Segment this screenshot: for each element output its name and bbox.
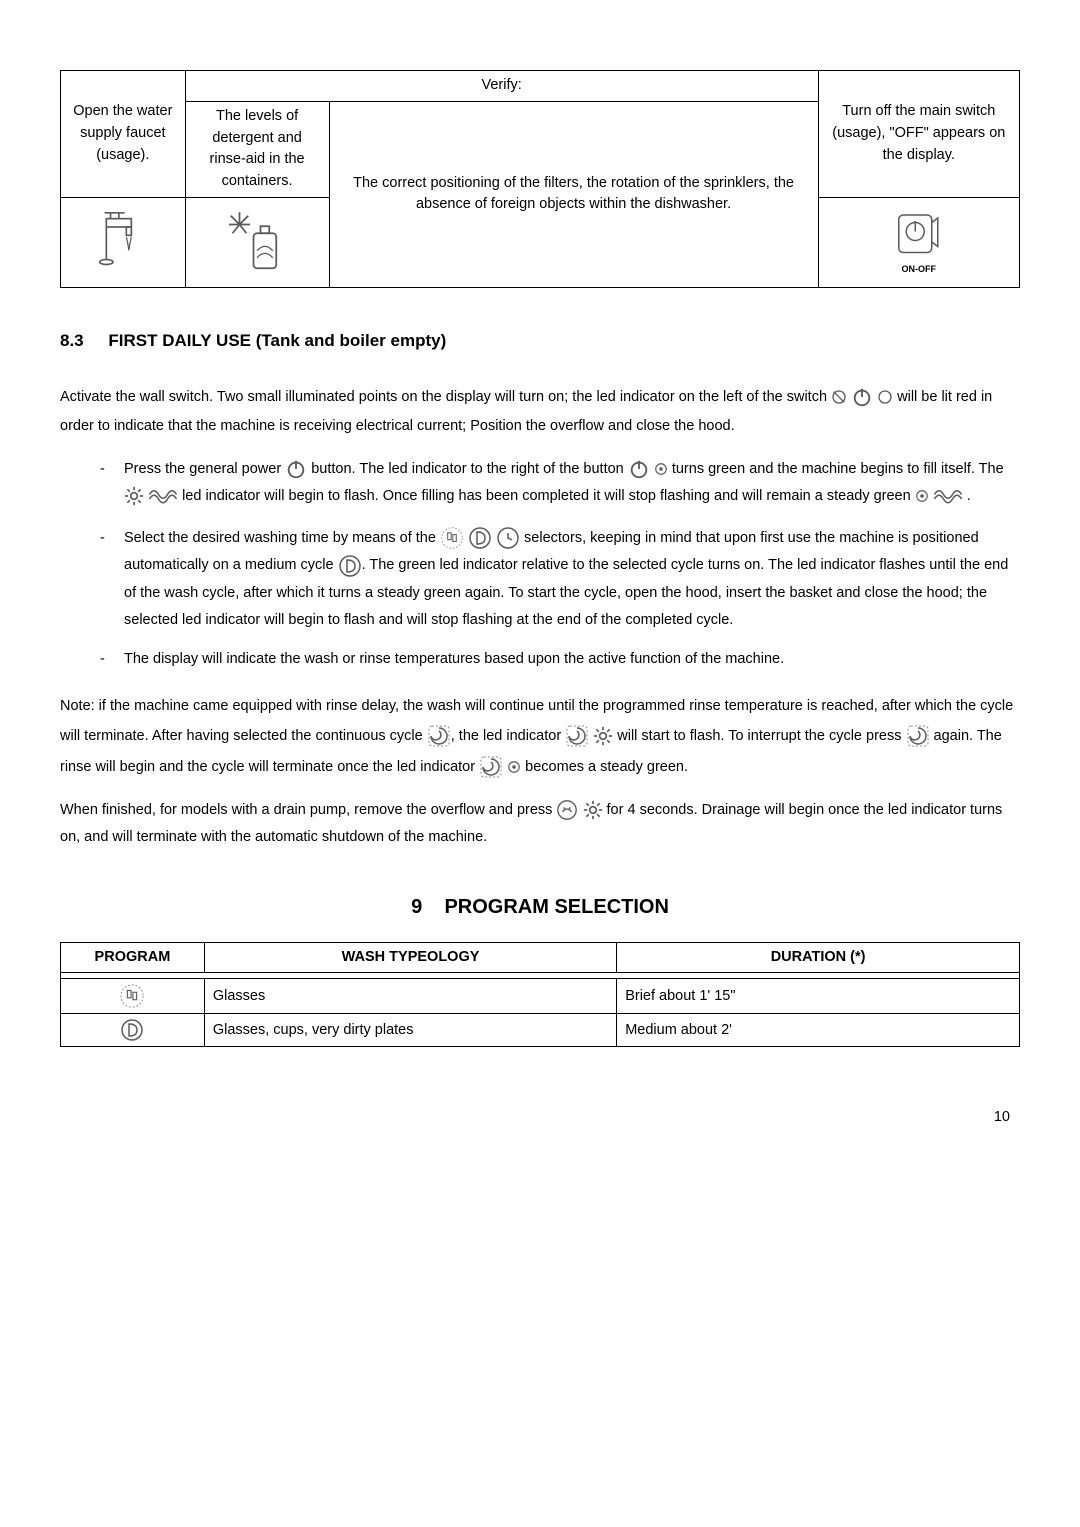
power-icon	[285, 458, 307, 480]
cell-prog-glasses-icon	[61, 979, 205, 1014]
bullet-list: Press the general power button. The led …	[60, 456, 1020, 671]
cell-onoff-icon: ON-OFF	[818, 197, 1019, 287]
bullet-2: Select the desired washing time by means…	[100, 525, 1020, 635]
b1c: turns green and the machine begins to fi…	[672, 461, 1004, 477]
section-number: 8.3	[60, 328, 84, 354]
note-e: becomes a steady green.	[525, 759, 688, 775]
power-icon	[851, 386, 873, 408]
cell-duration-brief: Brief about 1' 15"	[617, 979, 1020, 1014]
cell-open-faucet: Open the water supply faucet (usage).	[61, 71, 186, 198]
cell-levels: The levels of detergent and rinse-aid in…	[185, 101, 329, 197]
cell-correct-pos: The correct positioning of the filters, …	[329, 101, 818, 287]
b1d: led indicator will begin to flash. Once …	[182, 488, 915, 504]
para2a: When finished, for models with a drain p…	[60, 802, 556, 818]
sun-icon	[124, 486, 144, 506]
bullet-1: Press the general power button. The led …	[100, 456, 1020, 511]
page-number: 10	[60, 1107, 1020, 1129]
power-icon	[628, 458, 650, 480]
cycle-d-icon	[120, 1018, 144, 1042]
cell-bottle-icon	[185, 197, 329, 287]
note-para: Note: if the machine came equipped with …	[60, 691, 1020, 782]
led-off-icon	[831, 389, 847, 405]
wave-icon	[933, 488, 963, 504]
bullet-3: The display will indicate the wash or ri…	[100, 649, 1020, 671]
on-off-switch-icon	[889, 209, 949, 269]
th-program: PROGRAM	[61, 942, 205, 973]
table-program: PROGRAM WASH TYPEOLOGY DURATION (*) Glas…	[60, 942, 1020, 1048]
b2a: Select the desired washing time by means…	[124, 530, 440, 546]
cell-verify-header: Verify:	[185, 71, 818, 102]
para1a: Activate the wall switch. Two small illu…	[60, 389, 831, 405]
led-empty-icon	[877, 389, 893, 405]
chapter-title-text: PROGRAM SELECTION	[444, 896, 668, 918]
drain-icon	[556, 799, 578, 821]
swirl-icon	[906, 724, 930, 748]
swirl-icon	[427, 724, 451, 748]
cycle-d-icon	[468, 526, 492, 550]
sun-icon	[593, 726, 613, 746]
glasses-icon	[119, 983, 145, 1009]
cycle-clock-icon	[496, 526, 520, 550]
para-finished: When finished, for models with a drain p…	[60, 797, 1020, 852]
th-duration: DURATION (*)	[617, 942, 1020, 973]
onoff-label: ON-OFF	[827, 263, 1011, 277]
b3: The display will indicate the wash or ri…	[124, 651, 784, 667]
led-dot-icon	[915, 489, 929, 503]
wave-icon	[148, 488, 178, 504]
table-verify: Open the water supply faucet (usage). Ve…	[60, 70, 1020, 288]
faucet-icon	[98, 207, 148, 277]
note-c: will start to flash. To interrupt the cy…	[617, 728, 905, 744]
cell-wash-dirty: Glasses, cups, very dirty plates	[204, 1014, 616, 1047]
cycle-d-icon	[338, 554, 362, 578]
para-activate: Activate the wall switch. Two small illu…	[60, 383, 1020, 441]
section-title-text: FIRST DAILY USE (Tank and boiler empty)	[108, 331, 446, 350]
b1b: button. The led indicator to the right o…	[311, 461, 628, 477]
note-b: , the led indicator	[451, 728, 565, 744]
sun-icon	[583, 800, 603, 820]
glasses-icon	[440, 526, 464, 550]
swirl-icon	[479, 755, 503, 779]
section-8-3-heading: 8.3 FIRST DAILY USE (Tank and boiler emp…	[60, 328, 1020, 354]
b1e: .	[967, 488, 971, 504]
led-dot-icon	[507, 760, 521, 774]
chapter-number: 9	[411, 896, 422, 918]
cell-prog-d-icon	[61, 1014, 205, 1047]
cell-turnoff: Turn off the main switch (usage), "OFF" …	[818, 71, 1019, 198]
b1a: Press the general power	[124, 461, 285, 477]
swirl-icon	[565, 724, 589, 748]
cell-wash-glasses: Glasses	[204, 979, 616, 1014]
detergent-icon	[222, 207, 292, 277]
cell-duration-medium: Medium about 2'	[617, 1014, 1020, 1047]
chapter-9-heading: 9 PROGRAM SELECTION	[60, 892, 1020, 922]
led-dot-icon	[654, 462, 668, 476]
th-wash: WASH TYPEOLOGY	[204, 942, 616, 973]
cell-faucet-icon	[61, 197, 186, 287]
